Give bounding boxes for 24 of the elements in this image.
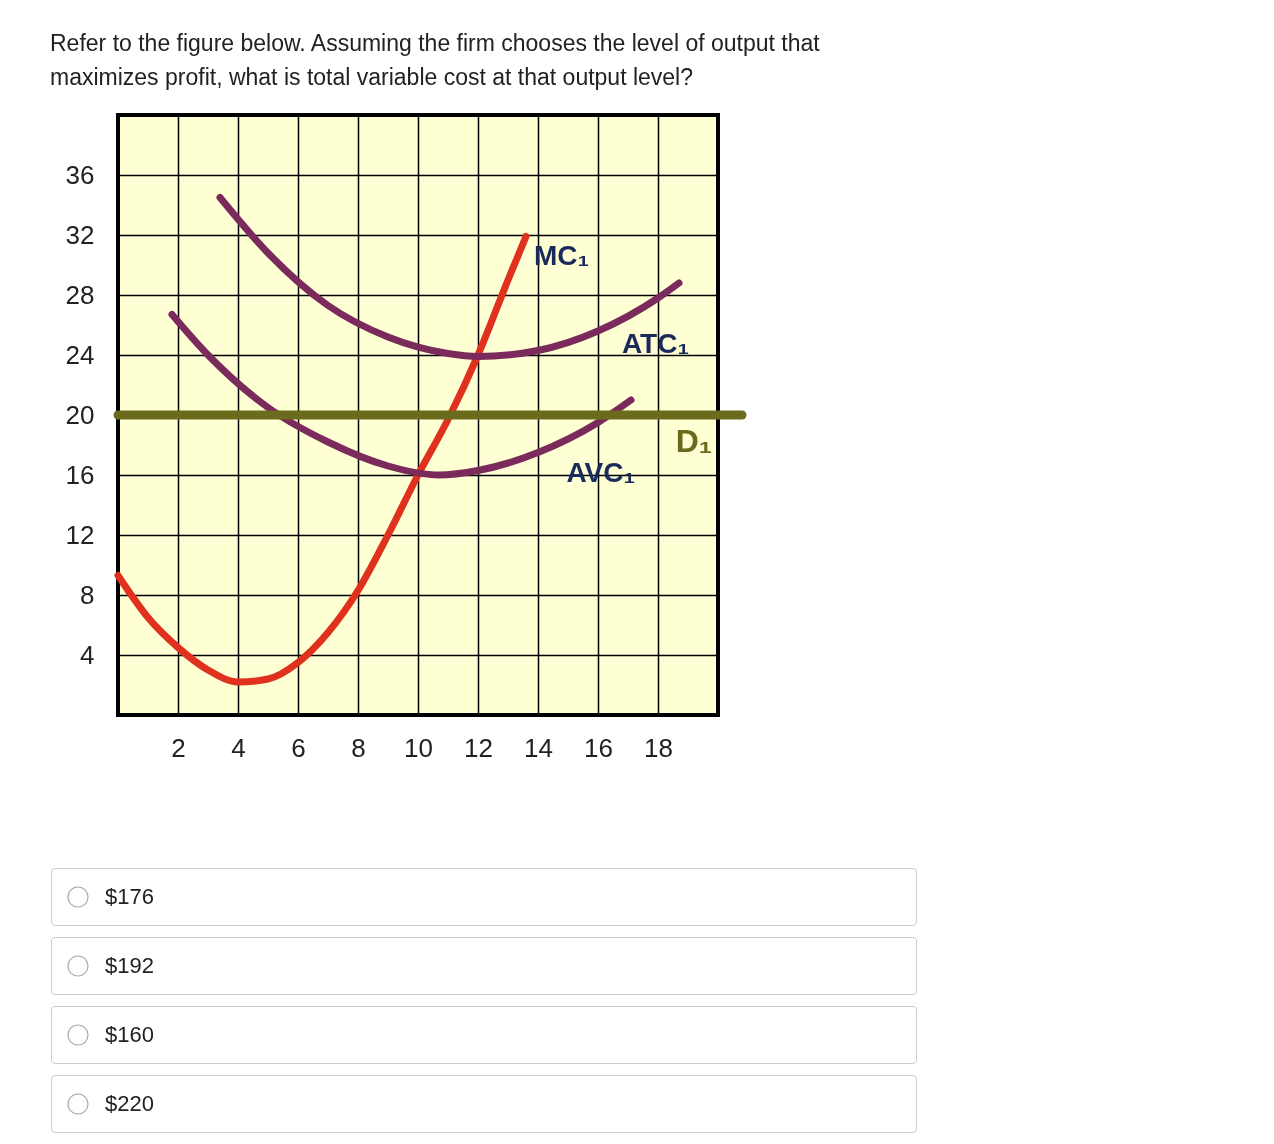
text: $192: [105, 953, 154, 979]
x-tick-label: 16: [584, 732, 613, 763]
x-tick-label: 18: [644, 732, 673, 763]
text: $220: [105, 1091, 154, 1117]
y-tick-label: 32: [65, 219, 95, 250]
text: $176: [105, 884, 154, 910]
y-tick-label: 12: [65, 519, 95, 550]
y-tick-label: 36: [65, 159, 95, 190]
text: $160: [105, 1022, 154, 1048]
x-tick-label: 4: [231, 732, 246, 763]
ref-line-label: D₁: [675, 423, 712, 459]
x-tick-label: 8: [351, 732, 366, 763]
y-tick-label: 28: [65, 279, 95, 310]
x-tick-label: 2: [171, 732, 186, 763]
chart-title: Refer to the figure below. Assuming the firm chooses the level of output that maximizes profit, what is total variable cost at that output level?: [50, 29, 821, 92]
y-tick-label: 24: [65, 339, 95, 370]
x-tick-label: 6: [291, 732, 306, 763]
y-tick-label: 20: [65, 399, 95, 430]
x-tick-label: 14: [524, 732, 553, 763]
x-tick-label: 10: [404, 732, 433, 763]
y-tick-label: 4: [80, 639, 95, 670]
x-tick-label: 12: [464, 732, 493, 763]
y-tick-label: 8: [80, 579, 95, 610]
y-tick-label: 16: [65, 459, 95, 490]
